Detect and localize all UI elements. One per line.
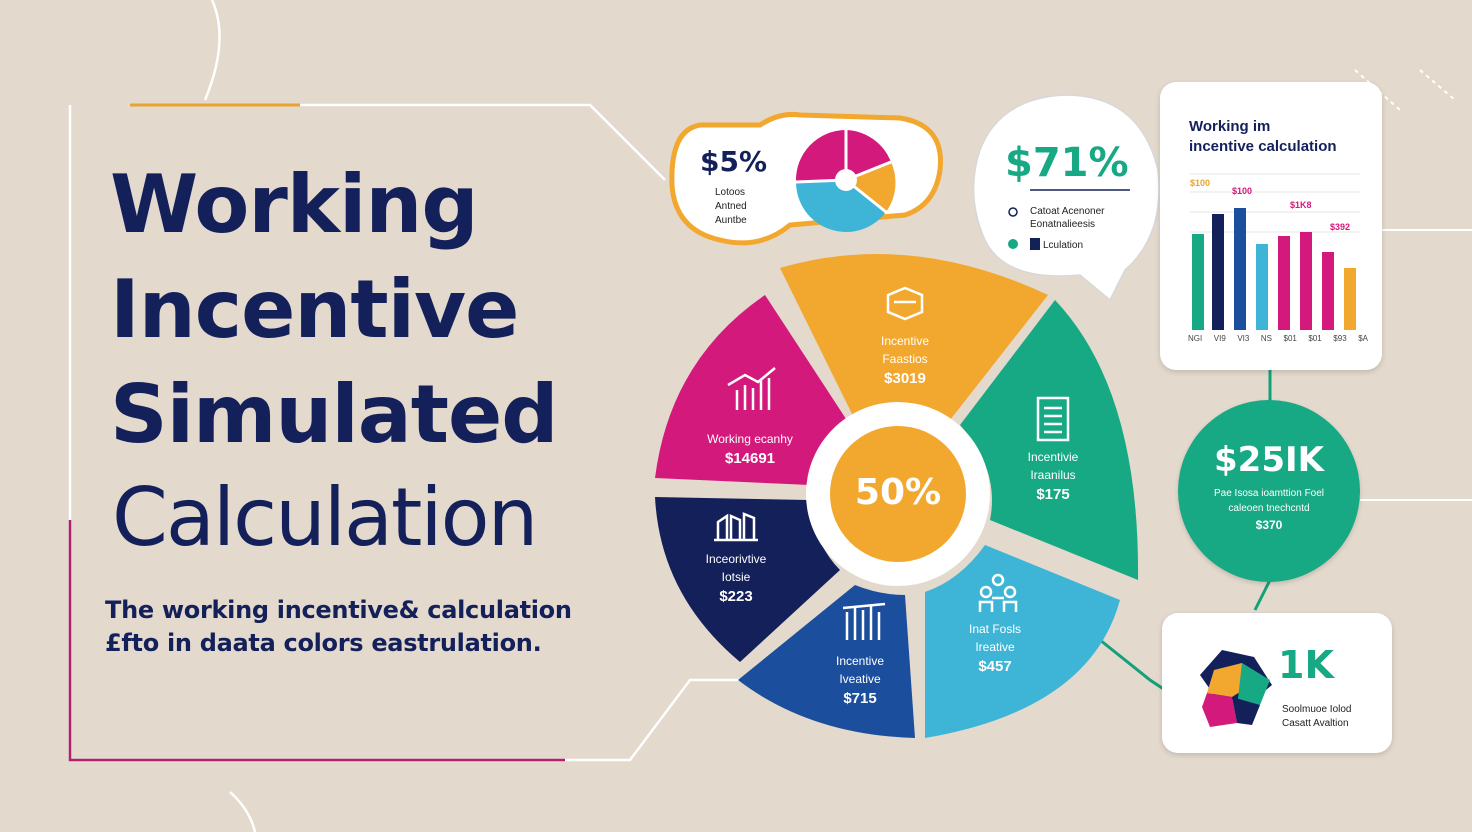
bar-card-title-line2: incentive calculation: [1189, 138, 1337, 155]
small-stat-card: 1K Soolmuoe Iolod Casatt Avaltion: [1162, 613, 1392, 753]
circle-stat-value: $25IK: [1214, 440, 1324, 480]
wedge-orange: [780, 253, 1048, 420]
page-title-line2: Incentive: [110, 263, 519, 356]
bar-card-label-1: $100: [1190, 178, 1211, 188]
subtitle-line2: £fto in daata colors eastrulation.: [105, 629, 542, 657]
growth-chart-icon: [727, 367, 776, 410]
page-title-line1: Working: [110, 158, 479, 251]
bubble-card-row1: Catoat Acenoner Eonatnalieesis: [1030, 206, 1105, 230]
bar-card-axis: NGI VI9 VI3 NS $01 $01 $93 $A: [1188, 334, 1368, 343]
bar-card-bars: [1190, 173, 1360, 330]
bar-card-label-4: $392: [1330, 222, 1351, 232]
box-icon: [886, 286, 924, 321]
wedge-blue-label: Incentive Iveative $715: [835, 654, 885, 707]
pie-chart-icon: [795, 129, 896, 232]
people-icon: [978, 573, 1018, 612]
wedge-cyan-label: Inat Fosls Ireative $457: [968, 622, 1022, 675]
bar-chart-card: Working im incentive calculation $100 $1…: [1160, 82, 1382, 370]
building-icon: [1036, 396, 1070, 442]
small-card-text: Soolmuoe Iolod Casatt Avaltion: [1282, 704, 1352, 729]
wedge-navy-label: Inceorivtive Iotsie $223: [705, 552, 767, 605]
circle-stat-text: Pae Isosa ioamttion Foel caleoen tnechcnt…: [1213, 488, 1325, 532]
pie-card-value: $5%: [700, 145, 768, 178]
cube-icon: [1200, 650, 1272, 727]
center-value: 50%: [854, 472, 942, 513]
wedge-navy: [655, 497, 840, 662]
page-title-line3: Simulated: [110, 368, 559, 461]
bubble-card-row2: Lculation: [1043, 240, 1084, 251]
bar-card-label-2: $100: [1232, 186, 1253, 196]
pie-card-lines: Lotoos Antned Auntbe: [715, 187, 747, 226]
wedge-teal-label: Incentivie Iraanilus $175: [1027, 450, 1079, 503]
bubble-card-value: $71%: [1005, 140, 1129, 186]
center-disc: [830, 426, 966, 562]
wedge-magenta-label: Working ecanhy $14691: [707, 432, 793, 467]
subtitle-line1: The working incentive& calculation: [105, 596, 572, 624]
circle-stat: $25IK Pae Isosa ioamttion Foel caleoen tn…: [1178, 400, 1360, 582]
wedge-infographic: [655, 253, 1139, 738]
bar-card-title-line1: Working im: [1189, 118, 1271, 135]
factory-icon: [714, 512, 758, 542]
wedge-orange-label: Incentive Faastios $3019: [880, 334, 930, 387]
bar-card-label-3: $1K8: [1290, 200, 1312, 210]
small-card-value: 1K: [1278, 643, 1334, 687]
wedge-cyan: [925, 545, 1120, 738]
bubble-card: [972, 94, 1160, 302]
page-title-line4: Calculation: [112, 471, 538, 564]
bar-icon: [842, 602, 886, 640]
